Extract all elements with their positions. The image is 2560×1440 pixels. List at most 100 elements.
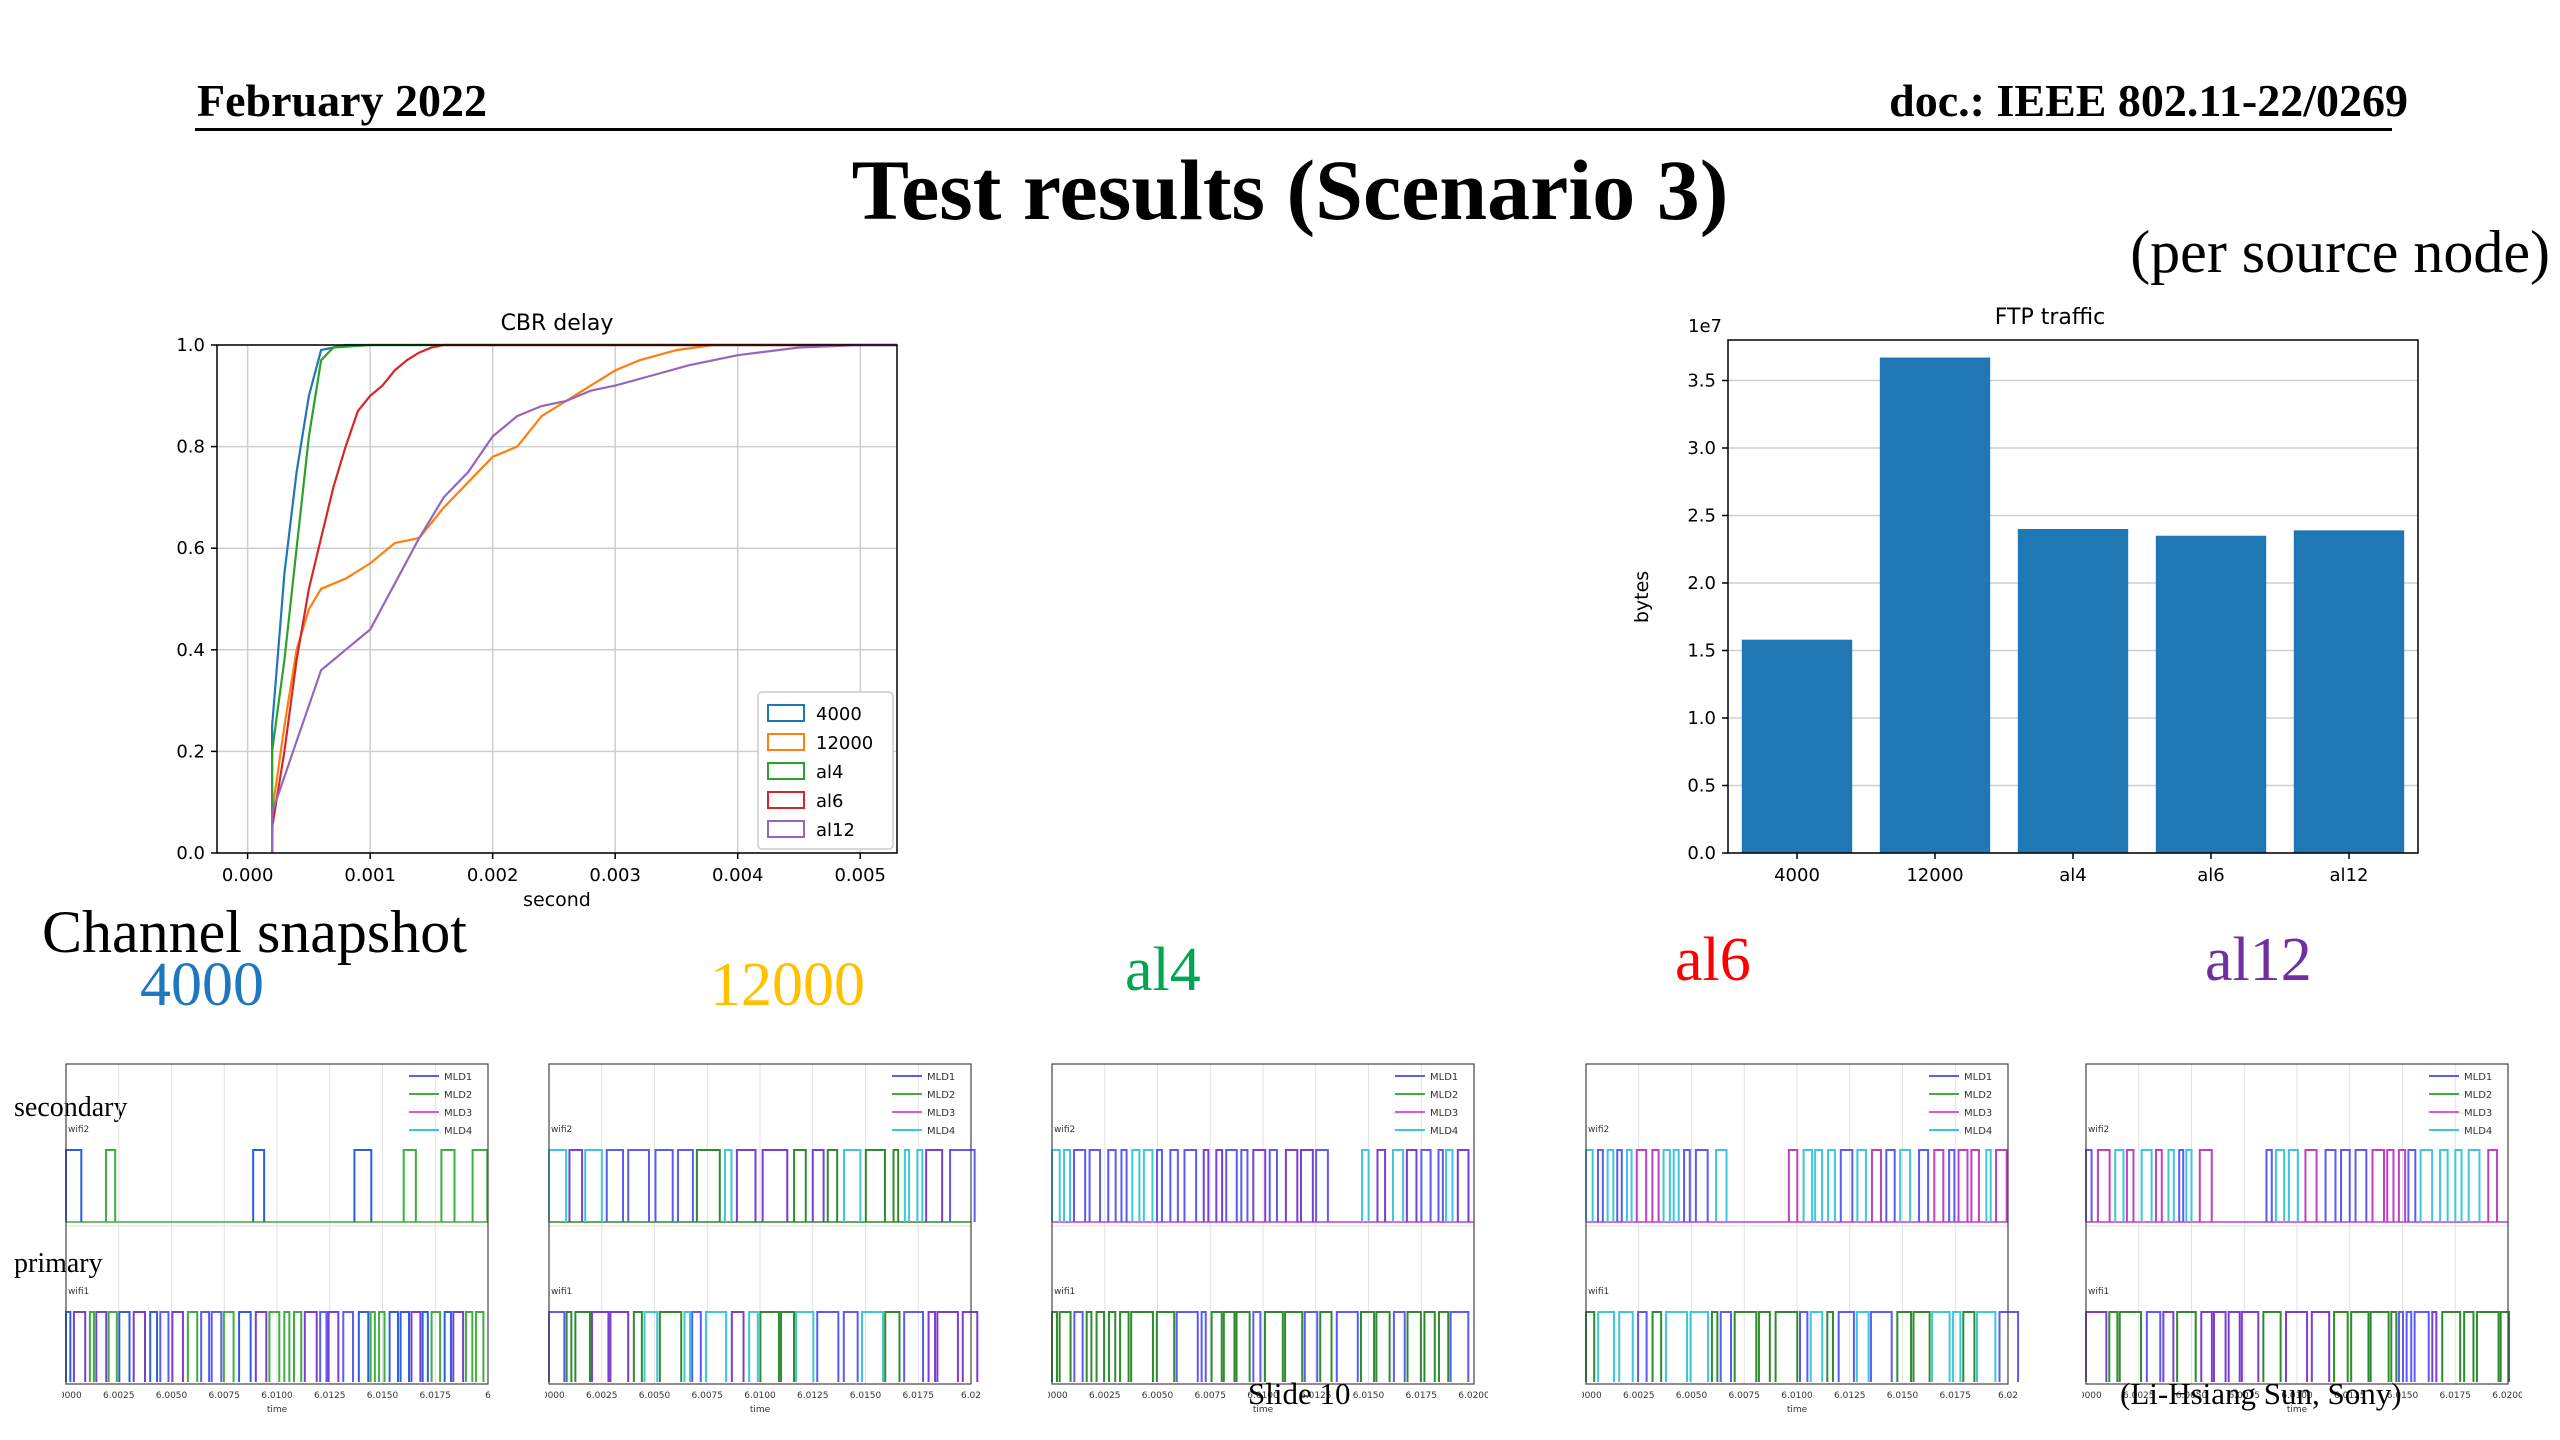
y-tick-label: 3.0 xyxy=(1687,438,1716,459)
primary-pulse xyxy=(884,1311,901,1382)
snapshot-tick-label: 6.0150 xyxy=(367,1391,399,1401)
primary-pulse xyxy=(691,1311,702,1382)
primary-pulse xyxy=(2284,1311,2309,1382)
snapshot-tick-label: 6.0050 xyxy=(639,1391,671,1401)
snapshot-x-label: time xyxy=(2287,1405,2308,1415)
primary-pulse xyxy=(2369,1311,2390,1382)
slide-author: (Li-Hsiang Sun, Sony) xyxy=(2120,1376,2402,1411)
y-tick-label: 0.8 xyxy=(176,437,205,458)
snapshot-tick-label: 6.0075 xyxy=(1729,1391,1761,1401)
wifi1-label: wifi1 xyxy=(2088,1287,2109,1297)
secondary-pulse xyxy=(1300,1149,1314,1222)
secondary-pulse xyxy=(605,1149,625,1222)
legend-label: MLD1 xyxy=(927,1072,955,1083)
primary-pulse xyxy=(1733,1311,1758,1382)
legend-label: MLD4 xyxy=(444,1126,472,1137)
primary-pulse xyxy=(2240,1311,2260,1382)
legend-label-12000: 12000 xyxy=(816,733,873,754)
primary-pulse xyxy=(464,1311,474,1382)
secondary-pulse xyxy=(676,1149,694,1222)
primary-pulse xyxy=(748,1311,759,1382)
legend-label: MLD4 xyxy=(1430,1126,1458,1137)
y-axis-label: bytes xyxy=(1631,571,1653,623)
primary-pulse xyxy=(1931,1311,1951,1382)
snapshot-tick-label: 6.0100 xyxy=(261,1391,293,1401)
primary-pulse xyxy=(171,1311,184,1382)
wifi2-label: wifi2 xyxy=(68,1125,89,1135)
secondary-pulse xyxy=(1957,1149,1969,1222)
primary-pulse xyxy=(268,1311,281,1382)
secondary-pulse xyxy=(1073,1149,1087,1222)
snapshot-tick-label: 6.0125 xyxy=(797,1391,829,1401)
secondary-pulse xyxy=(1445,1149,1454,1222)
primary-pulse xyxy=(1855,1311,1870,1382)
secondary-pulse xyxy=(2155,1149,2163,1222)
bar-4000 xyxy=(1741,639,1853,853)
primary-pulse xyxy=(149,1311,159,1382)
primary-pulse xyxy=(1375,1311,1391,1382)
legend-label: MLD2 xyxy=(444,1090,472,1101)
snapshot-tick-label: 6.0050 xyxy=(156,1391,188,1401)
legend-label: MLD3 xyxy=(1430,1108,1458,1119)
secondary-pulse xyxy=(1063,1149,1072,1222)
snapshot-tick-label: 6 xyxy=(485,1391,491,1401)
primary-pulse xyxy=(2405,1311,2413,1382)
chart-title: FTP traffic xyxy=(1995,305,2105,330)
primary-pulse xyxy=(327,1311,340,1382)
snapshot-tick-label: 6.0125 xyxy=(314,1391,346,1401)
secondary-pulse xyxy=(1827,1149,1836,1222)
snapshot-tick-label: 6.0125 xyxy=(1300,1391,1332,1401)
series-line-al4 xyxy=(270,343,897,853)
primary-pulse xyxy=(1837,1311,1855,1382)
legend-label: MLD1 xyxy=(2464,1072,2492,1083)
wifi2-label: wifi2 xyxy=(1054,1125,1075,1135)
primary-pulse xyxy=(254,1311,268,1382)
primary-pulse xyxy=(107,1311,118,1382)
primary-pulse xyxy=(1637,1311,1648,1382)
chart-legend: 4000 12000 al4 al6 al12 xyxy=(757,691,894,850)
secondary-pulse xyxy=(2419,1149,2434,1222)
primary-pulse xyxy=(88,1311,95,1382)
secondary-pulse xyxy=(2397,1149,2407,1222)
secondary-pulse xyxy=(65,1149,83,1222)
legend-label: MLD3 xyxy=(1964,1108,1992,1119)
y-tick-label: 0.0 xyxy=(176,843,205,864)
primary-pulse xyxy=(730,1311,745,1382)
bar-al6 xyxy=(2155,535,2267,853)
snapshot-tick-label: 6.0150 xyxy=(1887,1391,1919,1401)
primary-pulse xyxy=(2413,1311,2430,1382)
y-tick-label: 3.5 xyxy=(1687,371,1716,392)
primary-pulse xyxy=(1651,1311,1663,1382)
legend-label: MLD4 xyxy=(1964,1126,1992,1137)
secondary-pulse xyxy=(402,1149,417,1222)
secondary-pulse xyxy=(1225,1149,1238,1222)
primary-pulse xyxy=(2162,1311,2175,1382)
snapshot-tick-label: 6.0175 xyxy=(2440,1391,2472,1401)
primary-pulse xyxy=(1826,1311,1834,1382)
primary-pulse xyxy=(1437,1311,1450,1382)
snapshot-frame xyxy=(2085,1063,2509,1385)
secondary-pulse xyxy=(104,1149,117,1222)
x-tick-label: 0.003 xyxy=(589,865,641,886)
chart-grid xyxy=(217,344,897,854)
y-tick-label: 1.0 xyxy=(176,335,205,356)
y-tick-label: 2.5 xyxy=(1687,506,1716,527)
secondary-pulse xyxy=(2114,1149,2125,1222)
bar-12000 xyxy=(1879,357,1991,853)
primary-pulse xyxy=(2390,1311,2398,1382)
secondary-pulse xyxy=(2287,1149,2299,1222)
snapshot-label-al6: al6 xyxy=(1675,926,1751,994)
secondary-pulse xyxy=(1985,1149,1992,1222)
primary-pulse xyxy=(1155,1311,1176,1382)
primary-pulse xyxy=(1284,1311,1304,1382)
primary-pulse xyxy=(1392,1311,1406,1382)
snapshot-tick-label: 6.0025 xyxy=(1089,1391,1121,1401)
y-tick-label: 0.6 xyxy=(176,538,205,559)
secondary-pulse xyxy=(826,1149,839,1222)
secondary-pulse xyxy=(1202,1149,1210,1222)
primary-pulse xyxy=(474,1311,485,1382)
primary-pulse xyxy=(565,1311,573,1382)
